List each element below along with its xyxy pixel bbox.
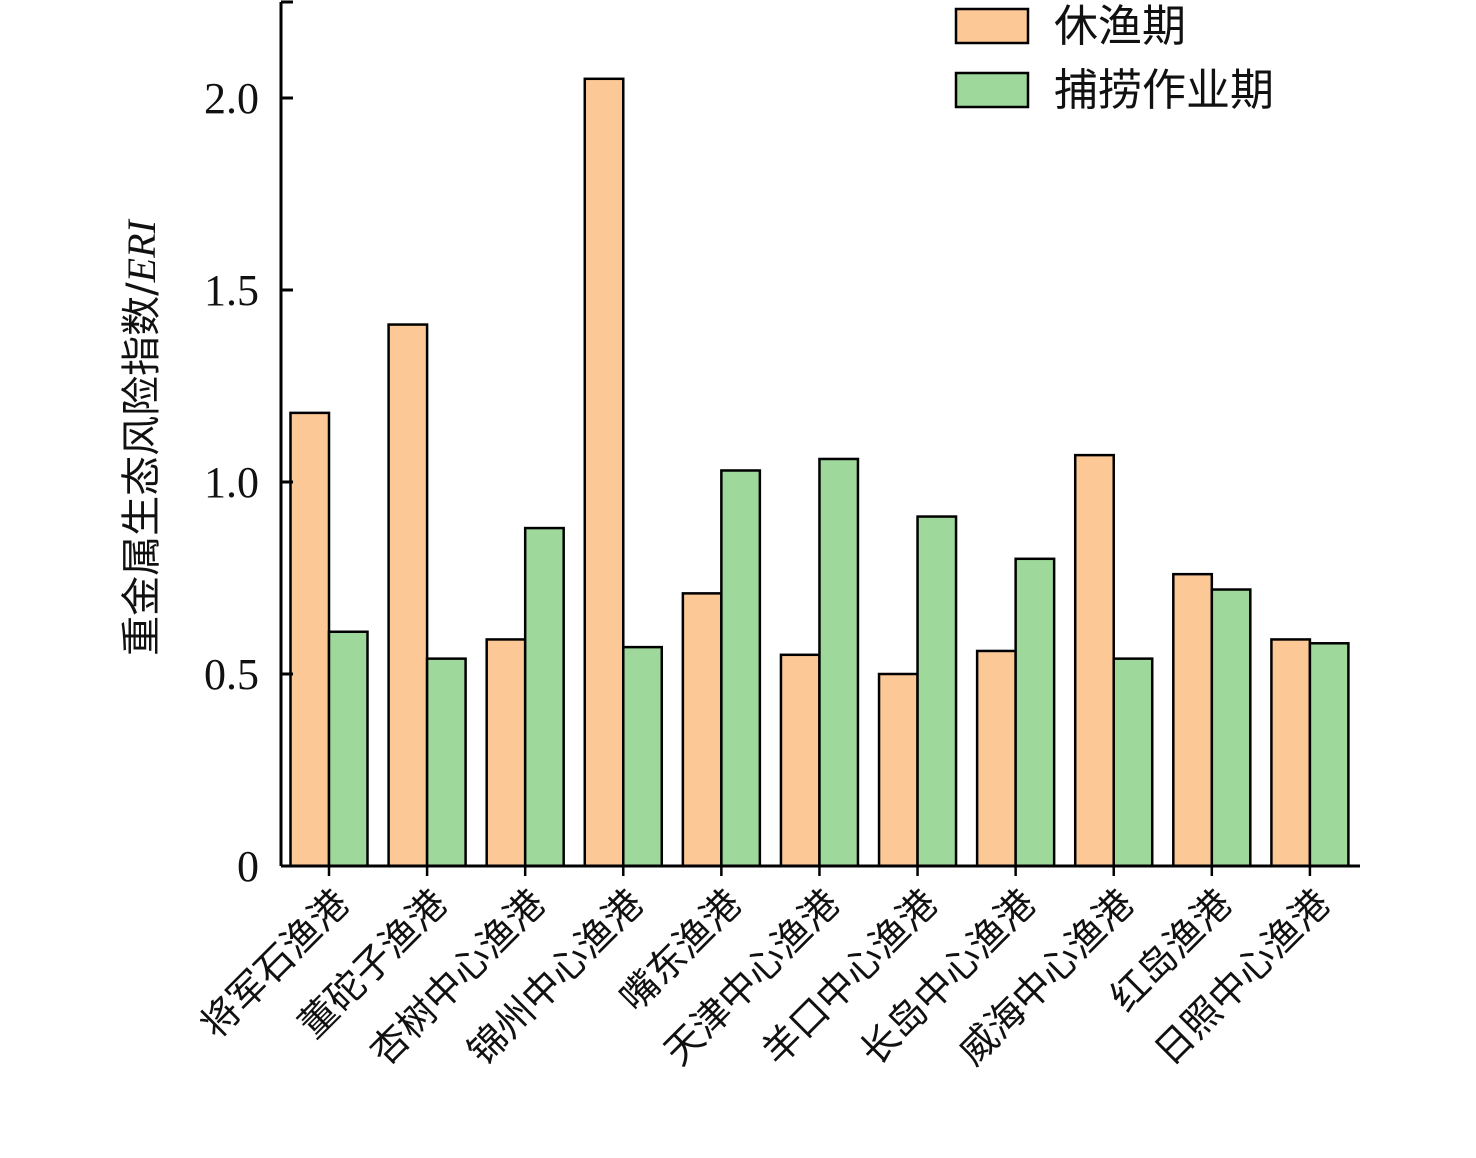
y-axis-title: 重金属生态风险指数/ERI — [119, 218, 165, 655]
y-tick-label: 0 — [237, 842, 259, 891]
bar-fishing-season — [523, 526, 565, 868]
y-tick-label: 0.5 — [204, 650, 259, 699]
y-axis-title-main: 重金属生态风险指数/ — [119, 282, 165, 656]
bar-fishing-season — [1210, 588, 1252, 868]
bar-fishing-season — [327, 630, 369, 868]
bar-fishing-season — [916, 515, 958, 868]
bar-closed-season — [779, 653, 821, 868]
x-tick-labels: 将军石渔港董砣子渔港杏树中心渔港锦州中心渔港嘴东渔港天津中心渔港羊口中心渔港长岛… — [192, 866, 1338, 1074]
bar-fishing-season — [1014, 557, 1056, 868]
bar-fishing-season — [622, 645, 664, 868]
bar-closed-season — [1172, 572, 1214, 868]
bar-closed-season — [387, 323, 429, 868]
y-axis-title-eri: ERI — [119, 218, 164, 283]
bar-closed-season — [877, 672, 919, 868]
y-tick-label: 2.0 — [204, 74, 259, 123]
bar-closed-season — [681, 592, 723, 868]
bar-fishing-season — [818, 457, 860, 868]
bar-fishing-season — [425, 657, 467, 868]
bar-closed-season — [1270, 638, 1312, 868]
bar-fishing-season — [720, 469, 762, 868]
bar-closed-season — [485, 638, 527, 868]
y-tick-label: 1.5 — [204, 266, 259, 315]
bar-closed-season — [583, 77, 625, 868]
y-ticks: 0 0.5 1.0 1.5 2.0 — [204, 0, 293, 891]
bar-fishing-season — [1308, 642, 1350, 868]
legend-swatch — [954, 7, 1030, 45]
bar-closed-season — [975, 649, 1017, 868]
bar-closed-season — [1073, 453, 1115, 868]
bar-fishing-season — [1112, 657, 1154, 868]
bars-group — [289, 77, 1350, 868]
y-tick-label: 1.0 — [204, 458, 259, 507]
legend-label: 休渔期 — [1054, 1, 1186, 52]
legend-swatch — [954, 71, 1030, 109]
bar-closed-season — [289, 411, 331, 868]
legend-label: 捕捞作业期 — [1054, 65, 1274, 116]
